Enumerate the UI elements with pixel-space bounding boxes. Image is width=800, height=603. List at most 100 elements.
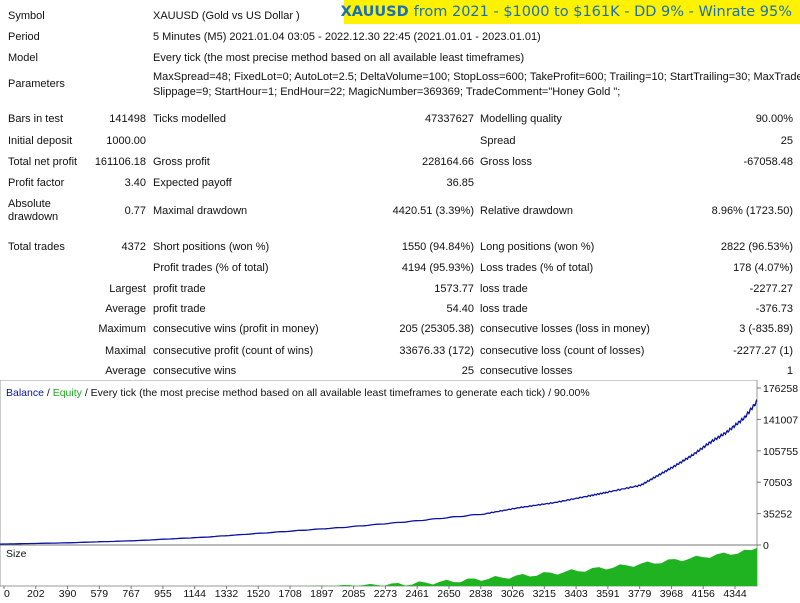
relative-drawdown-value: 8.96% (1723.50) xyxy=(711,205,793,217)
average-consecutive-label: Average xyxy=(105,365,146,377)
ticks-value: 47337627 xyxy=(425,113,474,125)
gross-profit-value: 228164.66 xyxy=(422,156,474,168)
x-tick-label: 579 xyxy=(91,588,109,600)
maximal-label: Maximal xyxy=(105,345,146,357)
x-tick-label: 1897 xyxy=(310,588,334,600)
largest-profit-label: profit trade xyxy=(153,283,206,295)
largest-profit-value: 1573.77 xyxy=(434,283,474,295)
gross-loss-value: -67058.48 xyxy=(743,156,793,168)
deposit-label: Initial deposit xyxy=(8,135,73,147)
model-label: Model xyxy=(8,52,38,64)
symbol-label: Symbol xyxy=(8,10,45,22)
largest-loss-value: -2277.27 xyxy=(749,283,793,295)
x-tick-label: 3215 xyxy=(533,588,557,600)
period-label: Period xyxy=(8,31,40,43)
average-consecutive-losses-value: 1 xyxy=(786,365,793,377)
quality-value: 90.00% xyxy=(755,113,793,125)
gross-loss-label: Gross loss xyxy=(480,156,532,168)
y-tick-label: 105755 xyxy=(763,446,798,458)
legend-rest: / Every tick (the most precise method ba… xyxy=(82,387,590,399)
bars-value: 141498 xyxy=(109,113,146,125)
expected-payoff-value: 36.85 xyxy=(446,177,474,189)
x-tick-label: 2461 xyxy=(405,588,429,600)
profit-trades-value: 4194 (95.93%) xyxy=(401,262,474,274)
absolute-drawdown-label-1: Absolute xyxy=(8,198,51,210)
legend-sep: / xyxy=(44,387,53,399)
average-loss-label: loss trade xyxy=(480,303,528,315)
max-consecutive-wins-value: 205 (25305.38) xyxy=(399,323,474,335)
x-tick-label: 2085 xyxy=(342,588,366,600)
average-consecutive-wins-label: consecutive wins xyxy=(153,365,237,377)
short-positions-value: 1550 (94.84%) xyxy=(401,241,474,253)
y-tick-label: 141007 xyxy=(763,414,798,426)
x-tick-label: 3968 xyxy=(660,588,684,600)
banner-text: from 2021 - $1000 to $161K - DD 9% - Win… xyxy=(413,4,792,20)
average-profit-label: profit trade xyxy=(153,303,206,315)
symbol-value: XAUUSD (Gold vs US Dollar ) xyxy=(153,10,300,22)
loss-trades-label: Loss trades (% of total) xyxy=(480,262,594,274)
short-positions-label: Short positions (won %) xyxy=(153,241,270,253)
legend-equity: Equity xyxy=(53,387,83,399)
total-trades-value: 4372 xyxy=(121,241,146,253)
total-trades-label: Total trades xyxy=(8,241,65,253)
x-tick-label: 1708 xyxy=(278,588,302,600)
max-consecutive-losses-value: 3 (-835.89) xyxy=(739,323,793,335)
deposit-value: 1000.00 xyxy=(106,135,146,147)
model-value: Every tick (the most precise method base… xyxy=(153,52,525,64)
x-tick-label: 2273 xyxy=(374,588,398,600)
average-profit-value: 54.40 xyxy=(446,303,474,315)
net-profit-value: 161106.18 xyxy=(94,156,146,168)
average-consecutive-wins-value: 25 xyxy=(461,365,474,377)
maximal-drawdown-value: 4420.51 (3.39%) xyxy=(392,205,474,217)
largest-label: Largest xyxy=(109,283,146,295)
average-label: Average xyxy=(105,303,146,315)
parameters-label: Parameters xyxy=(8,78,65,90)
x-tick-label: 955 xyxy=(154,588,172,600)
maximal-drawdown-label: Maximal drawdown xyxy=(153,205,248,217)
legend: Balance / Equity / Every tick (the most … xyxy=(6,387,590,399)
size-area xyxy=(294,548,757,586)
banner-symbol: XAUUSD xyxy=(340,4,409,20)
profit-trades-label: Profit trades (% of total) xyxy=(153,262,269,274)
absolute-drawdown-value: 0.77 xyxy=(124,205,146,217)
maximal-consecutive-loss-label: consecutive loss (count of losses) xyxy=(480,345,645,357)
x-tick-label: 202 xyxy=(27,588,45,600)
maximal-consecutive-profit-value: 33676.33 (172) xyxy=(399,345,474,357)
x-tick-label: 2650 xyxy=(437,588,461,600)
long-positions-label: Long positions (won %) xyxy=(480,241,595,253)
strategy-report: Symbol XAUUSD (Gold vs US Dollar ) Perio… xyxy=(8,10,800,377)
x-tick-label: 767 xyxy=(122,588,140,600)
largest-loss-label: loss trade xyxy=(480,283,528,295)
y-tick-label: 70503 xyxy=(763,477,792,489)
x-tick-label: 4156 xyxy=(692,588,716,600)
profit-factor-label: Profit factor xyxy=(8,177,65,189)
x-tick-label: 1332 xyxy=(215,588,239,600)
profit-factor-value: 3.40 xyxy=(124,177,146,189)
spread-value: 25 xyxy=(780,135,793,147)
max-consecutive-wins-label: consecutive wins (profit in money) xyxy=(153,323,319,335)
parameters-value: MaxSpread=48; FixedLot=0; AutoLot=2.5; D… xyxy=(153,71,800,83)
size-label: Size xyxy=(6,548,27,560)
x-tick-label: 1144 xyxy=(183,588,206,600)
x-tick-label: 1520 xyxy=(247,588,271,600)
y-tick-label: 176258 xyxy=(763,383,798,395)
net-profit-label: Total net profit xyxy=(8,156,78,168)
balance-chart: Balance / Equity / Every tick (the most … xyxy=(0,379,798,600)
absolute-drawdown-label-2: drawdown xyxy=(8,211,59,223)
y-tick-label: 0 xyxy=(763,540,769,552)
maximal-consecutive-profit-label: consecutive profit (count of wins) xyxy=(153,345,314,357)
x-tick-label: 4344 xyxy=(723,588,747,600)
gross-profit-label: Gross profit xyxy=(153,156,210,168)
long-positions-value: 2822 (96.53%) xyxy=(720,241,793,253)
x-tick-label: 3026 xyxy=(501,588,525,600)
legend-balance: Balance xyxy=(6,387,44,399)
x-tick-label: 2838 xyxy=(469,588,493,600)
max-consecutive-losses-label: consecutive losses (loss in money) xyxy=(480,323,650,335)
y-tick-label: 35252 xyxy=(763,509,792,521)
ticks-label: Ticks modelled xyxy=(153,113,226,125)
loss-trades-value: 178 (4.07%) xyxy=(733,262,793,274)
spread-label: Spread xyxy=(480,135,516,147)
x-tick-label: 3591 xyxy=(596,588,620,600)
maximal-consecutive-loss-value: -2277.27 (1) xyxy=(733,345,793,357)
x-tick-label: 3403 xyxy=(564,588,588,600)
